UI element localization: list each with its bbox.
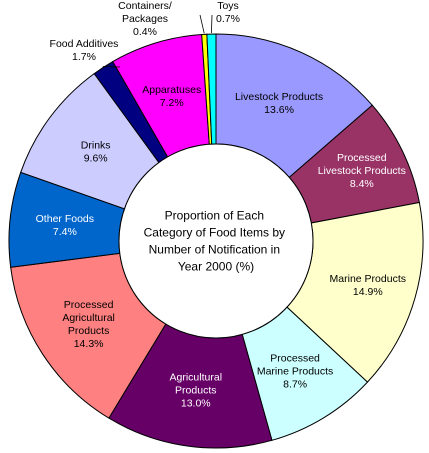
slice-label-2: Marine Products 14.9% <box>330 273 406 298</box>
slice-name-3-line-1: Marine Products <box>257 365 333 377</box>
chart-title-line-3: Number of Notification in <box>149 243 280 257</box>
leader-line-11 <box>211 14 213 34</box>
slice-name-9-line-0: Apparatuses <box>142 84 201 96</box>
slice-name-10-line-0: Containers/ <box>118 0 172 12</box>
slice-value-2: 14.9% <box>353 286 383 298</box>
slice-label-3: Processed Marine Products 8.7% <box>257 352 333 390</box>
slice-value-6: 7.4% <box>53 226 77 238</box>
slice-label-1: Processed Livestock Products 8.4% <box>318 152 406 190</box>
slice-name-1-line-1: Livestock Products <box>318 165 406 177</box>
labels-layer: Livestock Products 13.6%Processed Livestoc… <box>36 0 406 409</box>
slice-name-7-line-0: Drinks <box>81 140 111 152</box>
slice-value-3: 8.7% <box>283 378 307 390</box>
slice-value-8: 1.7% <box>72 51 96 63</box>
slice-name-10-line-1: Packages <box>122 13 168 25</box>
slice-value-10: 0.4% <box>133 26 157 38</box>
slice-name-2-line-0: Marine Products <box>330 273 406 285</box>
slice-value-4: 13.0% <box>181 397 211 409</box>
chart-title-line-2: Category of Food Items by <box>144 226 285 240</box>
slice-label-10: Containers/Packages 0.4% <box>118 0 172 38</box>
slice-name-4-line-0: Agricultural <box>170 371 223 383</box>
slice-value-11: 0.7% <box>216 13 240 25</box>
slice-name-8-line-0: Food Additives <box>50 38 119 50</box>
slice-name-5-line-0: Processed <box>64 299 114 311</box>
slice-value-0: 13.6% <box>264 104 294 116</box>
center-hole <box>118 143 314 339</box>
slice-name-3-line-0: Processed <box>270 352 320 364</box>
slice-name-1-line-0: Processed <box>337 152 387 164</box>
slice-name-5-line-1: Agricultural <box>62 312 115 324</box>
slice-label-9: Apparatuses 7.2% <box>142 84 201 109</box>
chart-title-line-1: Proportion of Each <box>165 209 264 223</box>
slice-label-11: Toys 0.7% <box>216 0 240 25</box>
slice-label-8: Food Additives 1.7% <box>50 38 119 63</box>
slice-label-5: Processed Agricultural Products 14.3% <box>62 299 115 350</box>
slice-name-5-line-2: Products <box>68 325 109 337</box>
slice-name-4-line-1: Products <box>175 384 216 396</box>
slice-label-4: Agricultural Products 13.0% <box>170 371 223 409</box>
chart-title-line-4: Year 2000 (%) <box>178 260 254 274</box>
leader-line-10 <box>199 14 205 34</box>
slice-name-11-line-0: Toys <box>217 0 239 12</box>
slice-value-5: 14.3% <box>74 338 104 350</box>
slice-label-0: Livestock Products 13.6% <box>235 91 323 116</box>
slice-label-6: Other Foods 7.4% <box>36 213 94 238</box>
slice-value-1: 8.4% <box>350 178 374 190</box>
chart-title: Proportion of Each Category of Food Item… <box>144 209 289 274</box>
slice-name-6-line-0: Other Foods <box>36 213 94 225</box>
center-layer: Proportion of Each Category of Food Item… <box>118 143 314 339</box>
slice-value-9: 7.2% <box>160 97 184 109</box>
slice-label-7: Drinks 9.6% <box>81 140 111 165</box>
slice-name-0-line-0: Livestock Products <box>235 91 323 103</box>
slice-value-7: 9.6% <box>84 153 108 165</box>
